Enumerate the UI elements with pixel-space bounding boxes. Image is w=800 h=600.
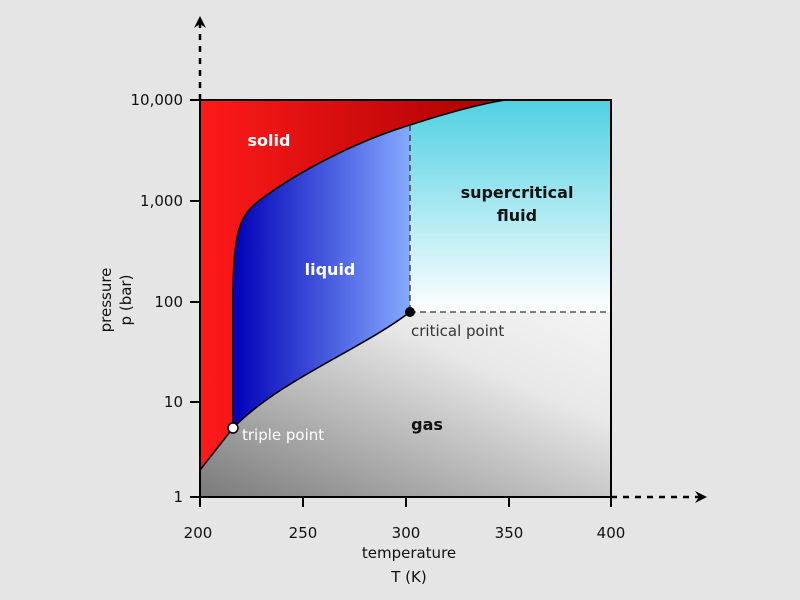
x-tick-label: 400 — [597, 524, 626, 542]
triple-point-label: triple point — [242, 426, 324, 444]
gas-label: gas — [411, 415, 443, 434]
triple-point — [227, 422, 239, 434]
liquid-region — [233, 125, 410, 428]
sublimation-curve — [199, 427, 234, 471]
y-tick-label: 1,000 — [140, 192, 183, 210]
x-axis-unit: T (K) — [390, 568, 426, 586]
solid-label: solid — [248, 131, 291, 150]
liquid-label: liquid — [305, 260, 356, 279]
y-axis-title: pressure — [97, 268, 115, 333]
y-tick-label: 10 — [164, 393, 183, 411]
supercritical-label: fluid — [497, 206, 537, 225]
melting-curve — [232, 99, 506, 428]
y-axis-unit: p (bar) — [117, 275, 135, 326]
x-tick-label: 250 — [289, 524, 318, 542]
critical-point-label: critical point — [411, 322, 504, 340]
x-axis-title: temperature — [362, 544, 456, 562]
gas-region — [200, 312, 611, 497]
vaporization-curve — [232, 311, 411, 429]
y-tick-label: 100 — [154, 293, 183, 311]
critical-point — [405, 307, 415, 317]
x-tick-label: 350 — [495, 524, 524, 542]
x-tick-label: 300 — [392, 524, 421, 542]
y-tick-label: 1 — [173, 488, 183, 506]
x-tick-label: 200 — [184, 524, 213, 542]
supercritical-region — [410, 100, 611, 312]
y-tick-label: 10,000 — [131, 91, 184, 109]
supercritical-label: supercritical — [461, 183, 574, 202]
solid-region — [200, 100, 505, 470]
